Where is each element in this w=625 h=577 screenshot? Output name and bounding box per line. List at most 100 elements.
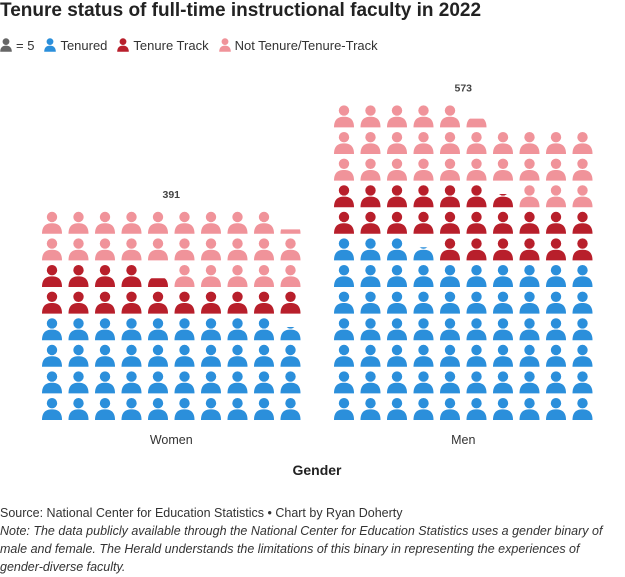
person-icon xyxy=(121,265,142,287)
person-icon xyxy=(95,371,115,394)
person-icon xyxy=(387,318,407,341)
person-icon xyxy=(42,211,62,234)
person-icon xyxy=(519,371,540,394)
person-icon xyxy=(201,371,221,394)
person-icon xyxy=(201,398,221,420)
person-icon xyxy=(201,318,221,341)
person-icon xyxy=(44,38,57,52)
person-icon xyxy=(42,344,62,367)
person-icon xyxy=(413,247,434,261)
person-icon xyxy=(95,398,115,420)
person-icon xyxy=(42,318,62,341)
person-icon xyxy=(254,265,274,287)
person-icon xyxy=(440,105,460,128)
person-icon xyxy=(493,371,513,394)
person-icon xyxy=(68,371,89,394)
category-label: Men xyxy=(451,433,475,447)
person-icon xyxy=(360,318,381,341)
person-icon xyxy=(519,185,540,208)
person-icon xyxy=(95,318,115,341)
person-icon xyxy=(254,318,274,341)
person-icon xyxy=(440,398,460,420)
person-icon xyxy=(413,158,434,181)
person-icon xyxy=(68,291,89,314)
person-icon xyxy=(68,398,89,420)
person-icon xyxy=(227,265,248,287)
person-icon xyxy=(334,344,354,367)
person-icon xyxy=(466,318,487,341)
person-icon xyxy=(227,291,248,314)
person-icon xyxy=(254,398,274,420)
person-icon xyxy=(519,318,540,341)
person-icon xyxy=(174,318,195,341)
person-icon xyxy=(334,291,354,314)
person-icon xyxy=(493,238,513,261)
person-icon xyxy=(254,291,274,314)
person-icon xyxy=(254,211,274,234)
person-icon xyxy=(440,238,460,261)
person-icon xyxy=(148,211,168,234)
person-icon xyxy=(334,132,354,154)
person-icon xyxy=(42,291,62,314)
person-icon xyxy=(387,371,407,394)
legend-label-not-tenure-track: Not Tenure/Tenure-Track xyxy=(234,37,378,53)
person-icon xyxy=(519,398,540,420)
person-icon xyxy=(121,398,142,420)
person-icon xyxy=(68,265,89,287)
person-icon xyxy=(360,158,381,181)
person-icon xyxy=(572,238,593,261)
person-icon xyxy=(121,238,142,261)
person-icon xyxy=(546,265,566,287)
person-icon xyxy=(546,344,566,367)
person-icon xyxy=(360,238,381,261)
person-icon xyxy=(148,371,168,394)
person-icon xyxy=(387,238,407,261)
person-icon xyxy=(360,211,381,234)
person-icon xyxy=(334,185,354,208)
person-icon xyxy=(95,265,115,287)
person-icon xyxy=(546,318,566,341)
person-icon xyxy=(334,105,354,128)
person-icon xyxy=(42,398,62,420)
person-icon xyxy=(218,38,231,52)
person-icon xyxy=(466,344,487,367)
person-icon xyxy=(519,238,540,261)
legend: = 5 Tenured Tenure Track Not Tenure/Tenu… xyxy=(0,36,388,54)
person-icon xyxy=(227,371,248,394)
person-icon xyxy=(334,371,354,394)
person-icon xyxy=(413,132,434,154)
person-icon xyxy=(546,158,566,181)
person-icon xyxy=(572,185,593,208)
person-icon xyxy=(174,238,195,261)
person-icon xyxy=(280,327,301,341)
person-icon xyxy=(227,211,248,234)
person-icon xyxy=(280,229,301,234)
person-icon xyxy=(493,265,513,287)
person-icon xyxy=(546,211,566,234)
waffle-chart: 391 Women 573 Men Gender xyxy=(42,82,593,478)
person-icon xyxy=(148,238,168,261)
person-icon xyxy=(440,371,460,394)
person-icon xyxy=(148,278,168,287)
person-icon xyxy=(95,238,115,261)
person-icon xyxy=(95,291,115,314)
person-icon xyxy=(334,265,354,287)
person-icon xyxy=(280,238,301,261)
person-icon xyxy=(413,265,434,287)
person-icon xyxy=(95,211,115,234)
person-icon xyxy=(334,318,354,341)
person-icon xyxy=(174,398,195,420)
person-icon xyxy=(121,344,142,367)
person-icon xyxy=(493,158,513,181)
legend-label-tenured: Tenured xyxy=(60,37,108,53)
person-icon xyxy=(334,158,354,181)
person-icon xyxy=(387,158,407,181)
person-icon xyxy=(519,344,540,367)
person-icon xyxy=(572,344,593,367)
legend-label-tenure-track: Tenure Track xyxy=(133,37,209,53)
person-icon xyxy=(387,132,407,154)
person-icon xyxy=(493,291,513,314)
person-icon xyxy=(360,265,381,287)
person-icon xyxy=(413,291,434,314)
legend-unit-label: = 5 xyxy=(16,37,35,53)
